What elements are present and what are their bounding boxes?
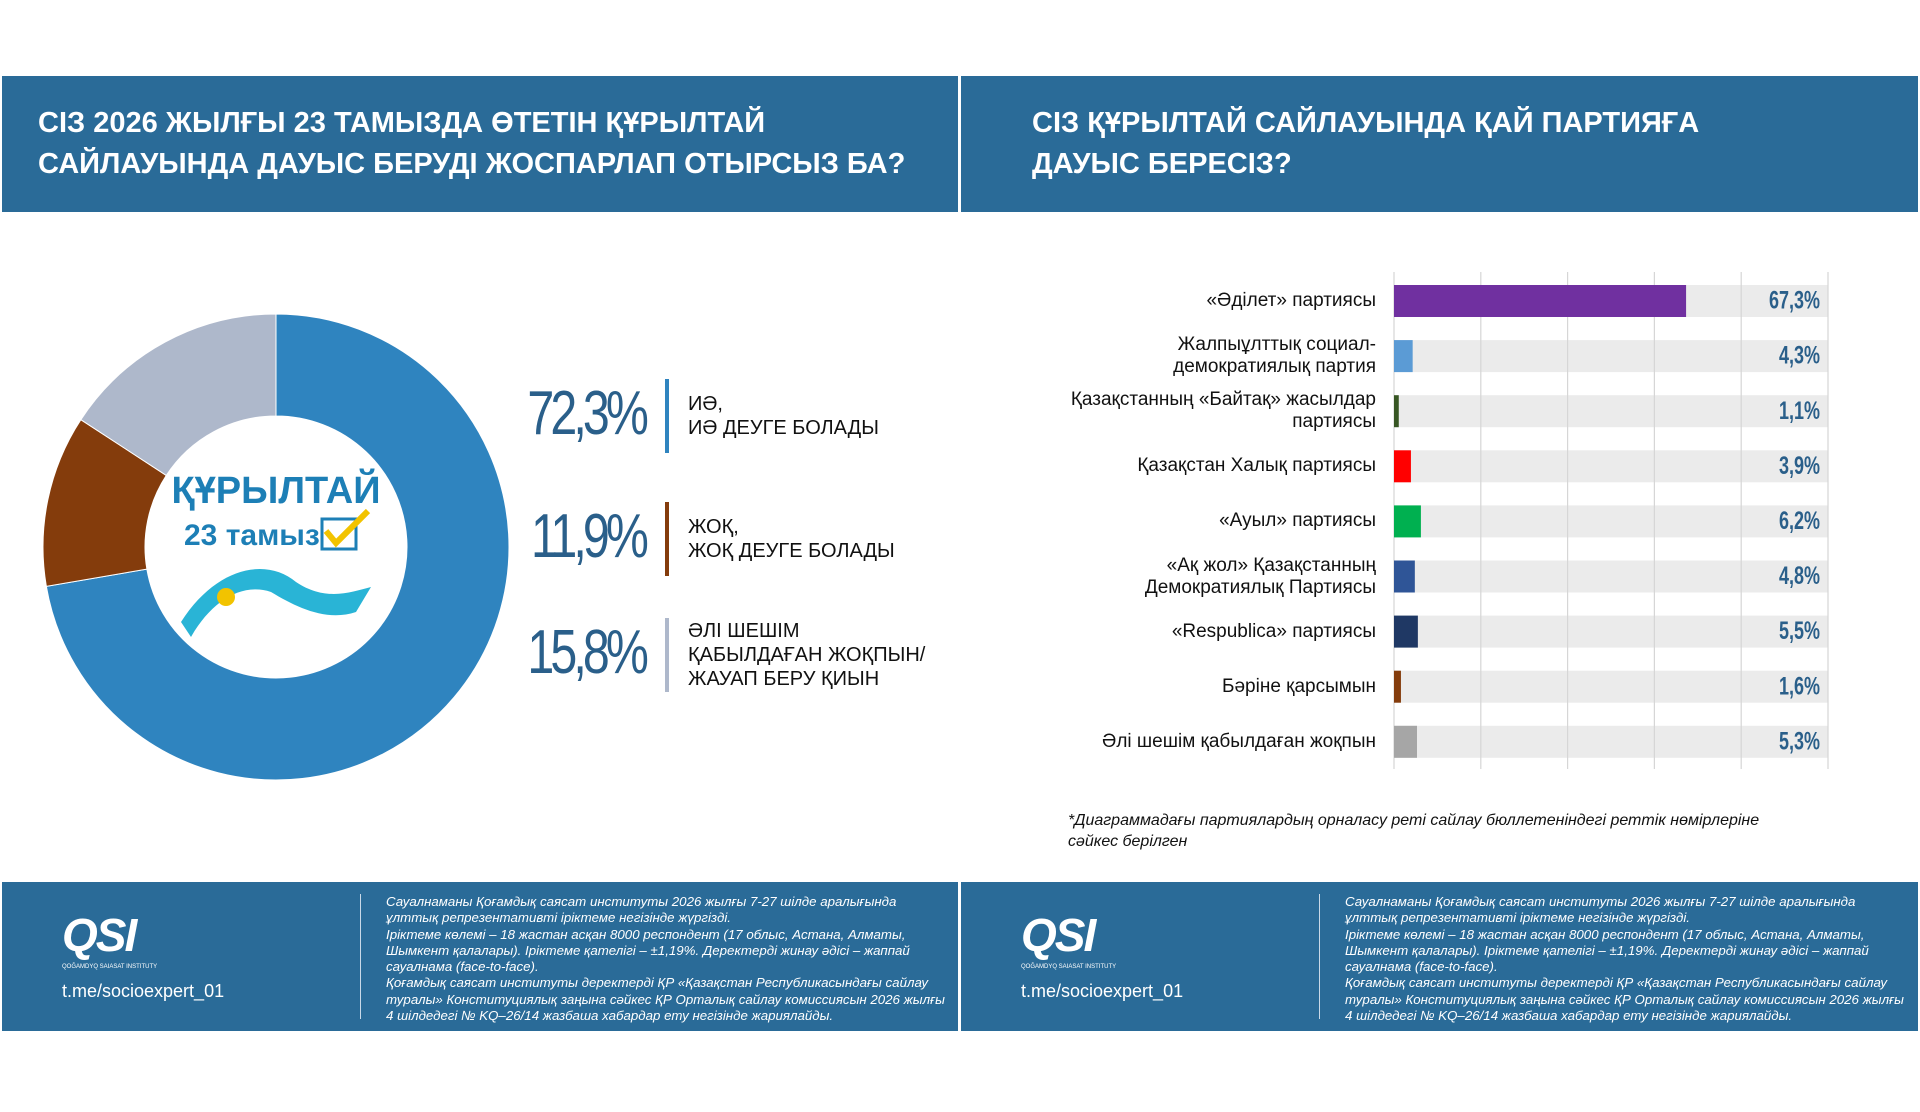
logo-ribbon: [181, 569, 371, 637]
logo-caption: QOĞAMDYQ SAIASAT INSTITUTY: [1021, 964, 1117, 970]
bar-value-label: 6,2%: [1779, 506, 1820, 535]
methodology-paragraph: Қоғамдық саясат институты деректерді ҚР …: [386, 975, 945, 1024]
logo-check: [323, 508, 371, 548]
bar-track: [1394, 615, 1828, 648]
legend-value: 11,9%: [530, 502, 649, 571]
bar-value-label: 1,1%: [1779, 396, 1820, 425]
legend-swatch: [665, 502, 669, 576]
legend-label: ИӘ, ИӘ ДЕУГЕ БОЛАДЫ: [688, 393, 879, 439]
footer: QSI QOĞAMDYQ SAIASAT INSTITUTY t.me/socioe…: [2, 882, 958, 1031]
logo: QSI: [62, 909, 137, 961]
bar: [1394, 450, 1411, 483]
logo-date: 23 тамыз: [184, 519, 320, 552]
pie-slice: [45, 313, 510, 781]
bar-value-label: 4,3%: [1779, 341, 1820, 370]
footnote: *Диаграммадағы партиялардың орналасу рет…: [1068, 812, 1760, 850]
bar-label: «Әділет» партиясы: [1206, 290, 1376, 311]
legend-value: 72,3%: [527, 379, 649, 448]
divider: [360, 894, 361, 1019]
pie-slice: [80, 313, 277, 477]
legend-label: ЖОҚ, ЖОҚ ДЕУГЕ БОЛАДЫ: [688, 516, 895, 562]
title: СІЗ ҚҰРЫЛТАЙ САЙЛАУЫНДА ҚАЙ ПАРТИЯҒА ДАУ…: [1032, 107, 1700, 180]
bar-track: [1394, 670, 1828, 703]
bar-label: Қазақстан Халық партиясы: [1137, 455, 1376, 477]
logo: QSI: [1021, 909, 1096, 961]
bar: [1394, 725, 1418, 758]
bar-track: [1394, 340, 1828, 373]
bar: [1394, 670, 1401, 703]
bar: [1394, 285, 1687, 317]
footer: QSI QOĞAMDYQ SAIASAT INSTITUTY t.me/socioe…: [961, 882, 1918, 1031]
logo-sun: [217, 588, 235, 606]
methodology-paragraph: Іріктеме көлемі – 18 жастан асқан 8000 р…: [1345, 926, 1869, 975]
bar-label: «Ақ жол» Қазақстанның Демократиялық Парт…: [1144, 554, 1376, 598]
bar-value-label: 5,5%: [1779, 616, 1820, 645]
legend-value: 15,8%: [527, 618, 649, 687]
methodology: Сауалнаманы Қоғамдық саясат институты 20…: [386, 894, 946, 1024]
link: t.me/socioexpert_01: [1021, 981, 1184, 1001]
header: СІЗ ҚҰРЫЛТАЙ САЙЛАУЫНДА ҚАЙ ПАРТИЯҒА ДАУ…: [961, 76, 1918, 212]
bar: [1394, 505, 1421, 538]
bar-value-label: 5,3%: [1779, 726, 1820, 755]
logo-caption: QOĞAMDYQ SAIASAT INSTITUTY: [62, 964, 158, 970]
bar: [1394, 560, 1415, 593]
divider: [1319, 894, 1320, 1019]
bar-track: [1394, 505, 1828, 538]
bar: [1394, 340, 1413, 373]
bar-label: Бәріне қарсымын: [1222, 675, 1376, 697]
methodology-paragraph: Сауалнаманы Қоғамдық саясат институты 20…: [1345, 894, 1856, 926]
bar-track: [1394, 450, 1828, 483]
methodology-paragraph: Сауалнаманы Қоғамдық саясат институты 20…: [386, 894, 897, 926]
link: t.me/socioexpert_01: [62, 981, 225, 1001]
bar-track: [1394, 560, 1828, 593]
bar: [1394, 615, 1418, 648]
bar-label: Қазақстанның «Байтақ» жасылдар партиясы: [1070, 389, 1376, 433]
bar-value-label: 1,6%: [1779, 671, 1820, 700]
logo-title: ҚҰРЫЛТАЙ: [171, 467, 380, 512]
legend-swatch: [665, 618, 669, 692]
bar-label: Әлі шешім қабылдаған жоқпын: [1102, 730, 1376, 752]
bar-track: [1394, 395, 1828, 428]
header: СІЗ 2026 ЖЫЛҒЫ 23 ТАМЫЗДА ӨТЕТІН ҚҰРЫЛТА…: [2, 76, 958, 212]
bar-value-label: 4,8%: [1779, 561, 1820, 590]
bar-track: [1394, 725, 1828, 758]
bar: [1394, 395, 1399, 428]
legend-swatch: [665, 379, 669, 453]
methodology-paragraph: Қоғамдық саясат институты деректерді ҚР …: [1345, 975, 1904, 1024]
methodology-paragraph: Іріктеме көлемі – 18 жастан асқан 8000 р…: [386, 926, 910, 975]
methodology: Сауалнаманы Қоғамдық саясат институты 20…: [1345, 894, 1905, 1024]
legend-label: ӘЛІ ШЕШІМ ҚАБЫЛДАҒАН ЖОҚПЫН/ ЖАУАП БЕРУ …: [688, 620, 926, 690]
logo-box: [320, 517, 358, 551]
title: СІЗ 2026 ЖЫЛҒЫ 23 ТАМЫЗДА ӨТЕТІН ҚҰРЫЛТА…: [38, 107, 906, 180]
bar-value-label: 3,9%: [1779, 451, 1820, 480]
bar-label: Жалпыұлттық социал- демократиялық партия: [1173, 334, 1376, 378]
bar-label: «Respublica» партиясы: [1171, 620, 1376, 642]
bar-value-label: 67,3%: [1769, 286, 1820, 315]
bar-label: «Ауыл» партиясы: [1219, 510, 1376, 532]
